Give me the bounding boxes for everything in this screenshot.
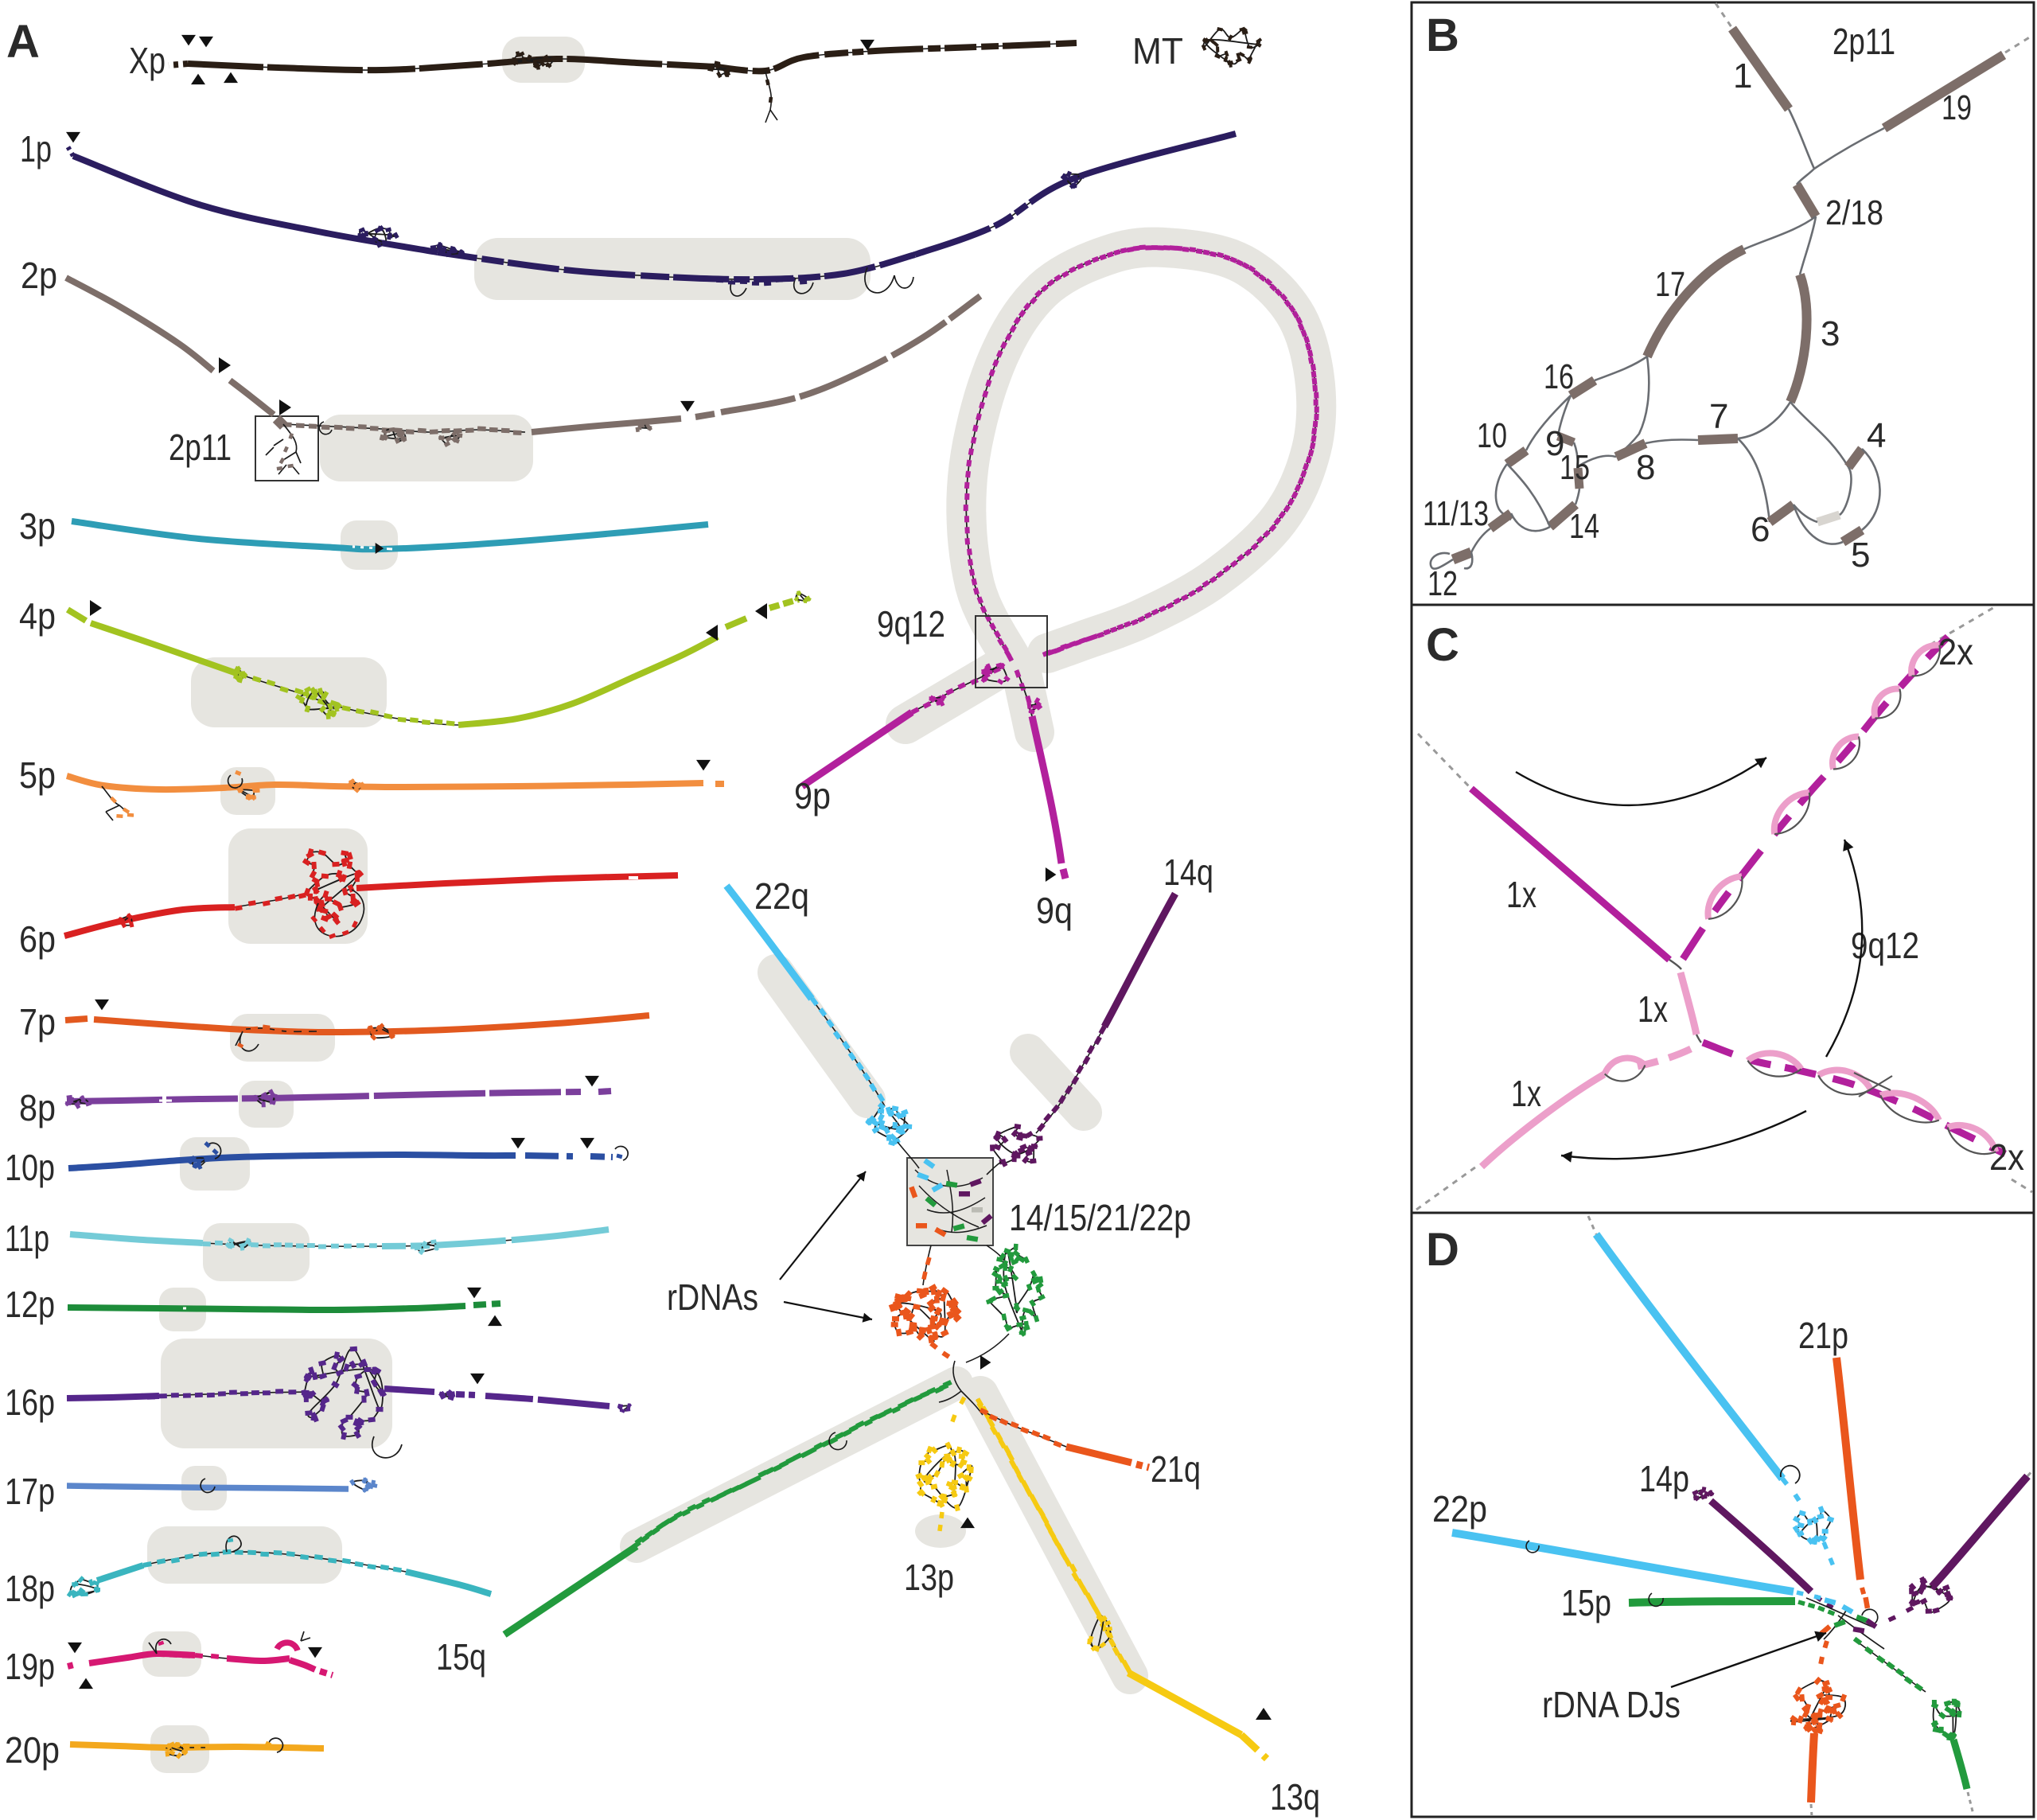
svg-text:2/18: 2/18 (1825, 193, 1883, 232)
svg-text:7: 7 (1709, 397, 1728, 436)
svg-text:Xp: Xp (129, 40, 166, 81)
svg-text:2x: 2x (1938, 631, 1973, 672)
svg-text:11/13: 11/13 (1423, 494, 1489, 533)
svg-text:13p: 13p (904, 1557, 954, 1598)
svg-text:14/15/21/22p: 14/15/21/22p (1009, 1197, 1191, 1238)
svg-text:D: D (1426, 1224, 1459, 1276)
svg-text:9q: 9q (1036, 890, 1073, 931)
svg-text:12p: 12p (5, 1284, 55, 1325)
svg-text:3p: 3p (19, 505, 56, 547)
svg-text:8: 8 (1636, 448, 1655, 487)
svg-text:12: 12 (1427, 564, 1458, 603)
svg-text:10p: 10p (5, 1147, 55, 1188)
svg-text:MT: MT (1132, 30, 1183, 72)
svg-text:2p11: 2p11 (169, 427, 232, 468)
svg-text:15q: 15q (436, 1636, 486, 1678)
svg-text:4p: 4p (19, 595, 56, 637)
svg-text:14p: 14p (1639, 1458, 1689, 1499)
svg-text:16p: 16p (5, 1382, 55, 1423)
svg-text:B: B (1426, 10, 1459, 61)
svg-text:2p11: 2p11 (1833, 21, 1895, 62)
svg-text:1x: 1x (1506, 874, 1537, 915)
svg-text:9: 9 (1545, 424, 1564, 463)
svg-text:14: 14 (1569, 507, 1599, 546)
svg-text:20p: 20p (5, 1729, 60, 1771)
svg-text:14q: 14q (1163, 852, 1213, 893)
svg-text:A: A (6, 16, 40, 68)
svg-text:18p: 18p (5, 1568, 55, 1609)
svg-text:19p: 19p (5, 1646, 55, 1687)
svg-text:rDNAs: rDNAs (667, 1276, 758, 1318)
svg-text:6: 6 (1751, 510, 1770, 549)
svg-text:5p: 5p (19, 754, 56, 796)
svg-text:5: 5 (1851, 536, 1870, 575)
svg-text:7p: 7p (19, 1001, 56, 1043)
svg-text:2x: 2x (1989, 1136, 2024, 1178)
svg-text:17p: 17p (5, 1471, 55, 1512)
svg-text:8p: 8p (19, 1087, 56, 1128)
svg-text:4: 4 (1867, 416, 1886, 455)
svg-text:22q: 22q (754, 875, 809, 917)
svg-text:19: 19 (1942, 88, 1972, 127)
svg-text:11p: 11p (5, 1218, 49, 1259)
svg-text:1: 1 (1733, 57, 1752, 95)
svg-text:C: C (1426, 619, 1459, 671)
svg-text:17: 17 (1655, 265, 1685, 304)
svg-text:1x: 1x (1638, 988, 1668, 1030)
svg-text:21q: 21q (1151, 1448, 1201, 1490)
svg-text:13q: 13q (1270, 1776, 1320, 1818)
svg-text:rDNA DJs: rDNA DJs (1542, 1684, 1681, 1725)
svg-text:1x: 1x (1511, 1073, 1541, 1114)
svg-text:1p: 1p (20, 128, 52, 170)
svg-text:9p: 9p (794, 775, 831, 816)
svg-text:3: 3 (1821, 314, 1840, 353)
svg-text:6p: 6p (19, 918, 56, 960)
svg-text:21p: 21p (1798, 1315, 1848, 1356)
svg-text:10: 10 (1477, 416, 1507, 455)
svg-text:15p: 15p (1561, 1582, 1611, 1623)
svg-text:16: 16 (1544, 357, 1574, 396)
svg-text:9q12: 9q12 (877, 603, 945, 645)
svg-text:15: 15 (1560, 448, 1590, 487)
svg-text:22p: 22p (1432, 1488, 1487, 1530)
svg-text:2p: 2p (21, 255, 57, 296)
